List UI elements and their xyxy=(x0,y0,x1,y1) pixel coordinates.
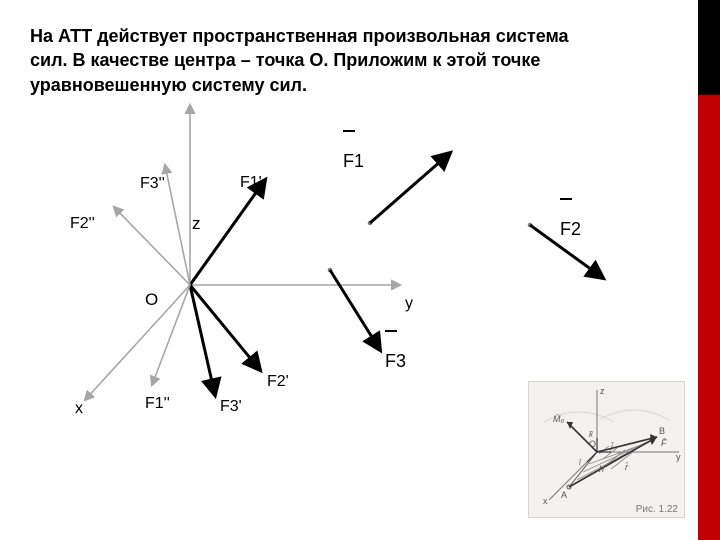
inset-figure: z y x O A B F̄ r̄ h ī j̄ k̄ M̄₀ Рис. 1.2… xyxy=(528,381,685,518)
label-F1p: F1' xyxy=(240,174,262,192)
svg-text:O: O xyxy=(589,439,596,449)
label-F3p: F3' xyxy=(220,398,242,416)
svg-text:y: y xyxy=(676,452,681,462)
origin-label: O xyxy=(145,290,158,310)
label-F3pp: F3'' xyxy=(140,175,165,193)
label-F2pp: F2'' xyxy=(70,215,95,233)
vector-F1 xyxy=(370,153,450,223)
slide-title: На АТТ действует пространственная произв… xyxy=(30,24,590,97)
svg-text:F̄: F̄ xyxy=(661,438,667,448)
slide: На АТТ действует пространственная произв… xyxy=(0,0,720,540)
vector-F3 xyxy=(330,270,380,350)
decor-black-stripe xyxy=(698,0,720,95)
label-F2: F2 xyxy=(560,198,581,240)
svg-text:h: h xyxy=(599,464,604,474)
svg-text:x: x xyxy=(543,496,548,506)
inset-caption: Рис. 1.22 xyxy=(636,504,678,515)
svg-text:B: B xyxy=(659,426,665,436)
axis-x-label: x xyxy=(75,400,83,418)
svg-text:M̄₀: M̄₀ xyxy=(553,414,564,424)
label-F1pp: F1'' xyxy=(145,395,170,413)
label-F3: F3 xyxy=(385,330,406,372)
svg-text:z: z xyxy=(600,386,605,396)
axis-z-label: z xyxy=(192,214,201,234)
vector-F3pp xyxy=(165,165,190,285)
vector-F1p xyxy=(190,180,265,285)
label-F1: F1 xyxy=(343,130,364,172)
axis-y-label: y xyxy=(405,295,413,313)
svg-text:A: A xyxy=(561,490,567,500)
vector-F2pp xyxy=(114,207,190,285)
label-F2p: F2' xyxy=(267,373,289,391)
